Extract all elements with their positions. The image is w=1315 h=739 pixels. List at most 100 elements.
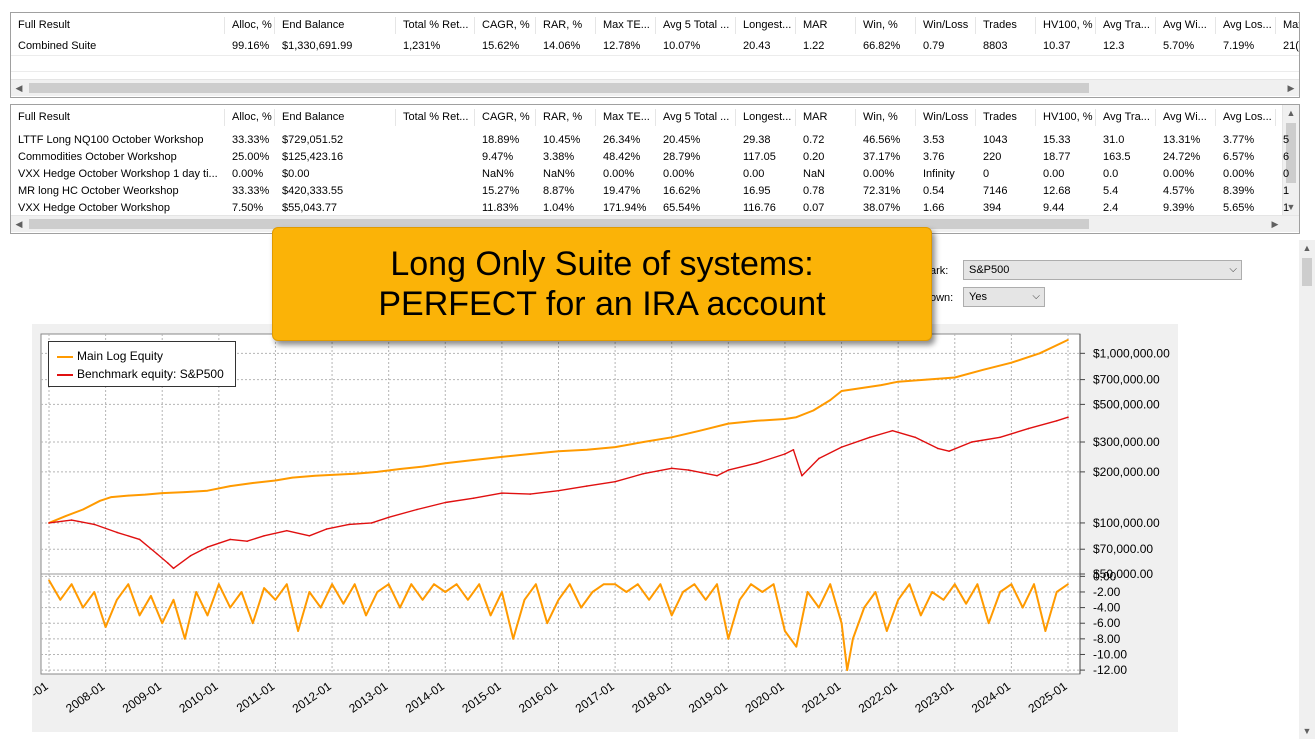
dd-tick-label: -8.00 — [1093, 632, 1121, 646]
data-point — [263, 587, 265, 589]
data-point — [252, 622, 254, 625]
column-header[interactable]: Max — [1276, 17, 1299, 34]
column-header[interactable]: Avg Wi... — [1156, 109, 1216, 126]
column-header[interactable]: CAGR, % — [475, 109, 536, 126]
systems-grid-vscroll[interactable]: ▲ ▼ — [1282, 105, 1299, 215]
data-point — [602, 583, 605, 585]
data-point — [693, 583, 696, 585]
table-cell: 3.76 — [923, 151, 945, 163]
data-point — [342, 602, 345, 605]
column-header[interactable]: Max TE... — [596, 17, 656, 34]
column-header[interactable]: Win/Loss — [916, 17, 976, 34]
data-point — [953, 583, 956, 585]
table-cell: 1.22 — [803, 40, 825, 52]
drawdown-select[interactable]: Yes ⌵ — [963, 287, 1045, 307]
table-cell: 7.19% — [1223, 40, 1255, 52]
column-header[interactable]: Trades — [976, 17, 1036, 34]
scroll-thumb[interactable] — [1286, 123, 1296, 183]
column-header[interactable]: Avg Los... — [1216, 109, 1276, 126]
table-cell: Combined Suite — [18, 40, 97, 52]
table-cell: 12.68 — [1043, 185, 1071, 197]
column-header[interactable]: Total % Ret... — [396, 109, 475, 126]
column-header[interactable]: Win/Loss — [916, 109, 976, 126]
data-point — [93, 591, 96, 593]
drawdown-select-value: Yes — [969, 291, 987, 303]
scroll-left-icon[interactable]: ◀ — [15, 83, 23, 93]
data-point — [529, 453, 531, 455]
data-point — [416, 508, 418, 511]
column-header[interactable]: Win, % — [856, 109, 916, 126]
data-point — [925, 378, 928, 381]
column-header[interactable]: Avg Wi... — [1156, 17, 1216, 34]
data-point — [331, 474, 333, 476]
column-header[interactable]: End Balance — [275, 109, 396, 126]
page-vscroll[interactable]: ▲ ▼ — [1299, 240, 1315, 739]
summary-results-grid[interactable]: Full Result Alloc, % End Balance Total % Re… — [10, 12, 1300, 98]
column-header[interactable]: Avg Tra... — [1096, 109, 1156, 126]
table-cell: 0.00 — [1043, 168, 1065, 180]
y-tick-label: $200,000.00 — [1093, 465, 1160, 479]
table-cell: NaN% — [482, 168, 514, 180]
scroll-thumb[interactable] — [29, 219, 1089, 229]
column-header[interactable]: MAR — [796, 109, 856, 126]
column-header[interactable]: End Balance — [275, 17, 396, 34]
column-header[interactable]: Alloc, % — [225, 109, 275, 126]
data-point — [308, 591, 311, 593]
column-header[interactable]: Trades — [976, 109, 1036, 126]
column-header[interactable]: RAR, % — [536, 17, 596, 34]
data-point — [891, 429, 894, 432]
column-header[interactable]: Longest... — [736, 17, 796, 34]
data-point — [99, 500, 101, 502]
table-cell: 1,231% — [403, 40, 441, 52]
data-point — [144, 493, 147, 496]
column-header[interactable]: Full Result — [11, 109, 225, 126]
column-header[interactable]: Longest... — [736, 109, 796, 126]
data-point — [716, 583, 718, 585]
systems-results-grid[interactable]: Full Result Alloc, % End Balance Total % Re… — [10, 104, 1300, 234]
scroll-thumb[interactable] — [1302, 258, 1312, 286]
scroll-right-icon[interactable]: ▶ — [1271, 219, 1279, 229]
scroll-right-icon[interactable]: ▶ — [1287, 83, 1295, 93]
column-header[interactable]: CAGR, % — [475, 17, 536, 34]
table-cell: 9.44 — [1043, 202, 1065, 214]
benchmark-select[interactable]: S&P500 ⌵ — [963, 260, 1242, 280]
y-tick-label: $500,000.00 — [1093, 397, 1160, 411]
scroll-down-icon[interactable]: ▼ — [1302, 726, 1312, 736]
column-header[interactable]: Alloc, % — [225, 17, 275, 34]
column-header[interactable]: Total % Ret... — [396, 17, 475, 34]
data-point — [308, 534, 311, 537]
data-point — [110, 496, 113, 498]
column-header[interactable]: RAR, % — [536, 109, 596, 126]
scroll-down-icon[interactable]: ▼ — [1286, 202, 1296, 212]
scroll-up-icon[interactable]: ▲ — [1302, 243, 1312, 253]
equity-chart: 2007-01 2008-01 2009-01 2010-01 2011-01 2012-… — [32, 333, 1170, 716]
column-header[interactable]: Avg Tra... — [1096, 17, 1156, 34]
column-header[interactable]: Avg 5 Total ... — [656, 17, 736, 34]
column-header[interactable]: HV100, % — [1036, 109, 1096, 126]
column-header[interactable]: Max TE... — [596, 109, 656, 126]
column-header[interactable]: Avg 5 Total ... — [656, 109, 736, 126]
data-point — [869, 436, 871, 439]
table-cell: VXX Hedge October Workshop 1 day ti... — [18, 168, 218, 180]
table-cell: 2.4 — [1103, 202, 1119, 214]
table-cell: 10.45% — [543, 134, 581, 146]
data-point — [999, 436, 1001, 439]
table-cell: 5.70% — [1163, 40, 1195, 52]
table-cell: 29.38 — [743, 134, 771, 146]
scroll-thumb[interactable] — [29, 83, 1089, 93]
column-header[interactable]: HV100, % — [1036, 17, 1096, 34]
data-point — [472, 497, 475, 499]
table-cell: 14.06% — [543, 40, 581, 52]
column-header[interactable]: Full Result — [11, 17, 225, 34]
column-header[interactable]: MAR — [796, 17, 856, 34]
column-header[interactable]: Win, % — [856, 17, 916, 34]
data-point — [557, 450, 560, 452]
scroll-left-icon[interactable]: ◀ — [15, 219, 23, 229]
data-point — [636, 583, 639, 585]
data-point — [829, 399, 832, 401]
column-header[interactable]: Avg Los... — [1216, 17, 1276, 34]
data-point — [792, 448, 795, 451]
table-cell: 8.39% — [1223, 185, 1255, 197]
summary-grid-hscroll[interactable]: ◀ ▶ — [11, 79, 1299, 96]
scroll-up-icon[interactable]: ▲ — [1286, 108, 1296, 118]
